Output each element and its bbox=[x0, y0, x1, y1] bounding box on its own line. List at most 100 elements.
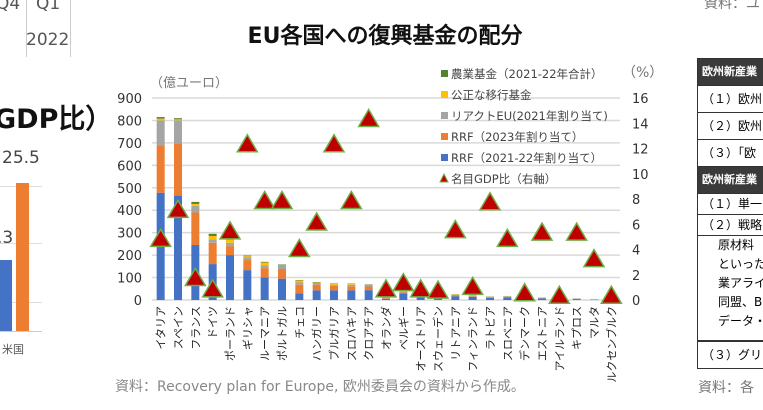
bar-segment bbox=[347, 286, 356, 291]
bar-segment bbox=[191, 212, 200, 246]
category-label: 米国 bbox=[2, 343, 24, 356]
bar-segment bbox=[243, 256, 252, 258]
bar-segment bbox=[278, 278, 286, 300]
bar-segment bbox=[156, 118, 165, 121]
bar-segment bbox=[468, 295, 477, 297]
y-tick-label: 600 bbox=[117, 159, 142, 174]
category-label: クロアチア bbox=[363, 306, 376, 361]
gdp-ratio-marker bbox=[565, 221, 588, 241]
y2-tick-label: 2 bbox=[632, 269, 640, 284]
body-line: といった bbox=[718, 257, 763, 271]
left-chart-heading: GDP比） bbox=[0, 104, 113, 135]
y-tick-label: 100 bbox=[117, 272, 142, 287]
category-label: ルーマニア bbox=[259, 306, 272, 361]
gdp-ratio-marker bbox=[236, 133, 259, 153]
gdp-ratio-marker bbox=[374, 278, 398, 298]
legend-label: 名目GDP比（右軸） bbox=[451, 172, 556, 186]
bar-segment bbox=[399, 291, 408, 293]
gdp-ratio-marker bbox=[305, 211, 328, 231]
bar-segment bbox=[312, 282, 321, 285]
table-body: 原材料 といった 業アライ 同盟、B データ・ bbox=[698, 236, 763, 342]
category-label: スロバキア bbox=[345, 306, 358, 361]
bar-segment bbox=[278, 265, 286, 270]
y2-axis-unit: （%） bbox=[622, 65, 664, 81]
y-tick-label: 400 bbox=[117, 204, 142, 219]
gdp-ratio-marker bbox=[478, 191, 502, 211]
table-row: （１）欧州 bbox=[698, 86, 763, 113]
table-row: （３）グリ bbox=[702, 348, 763, 362]
category-label: オランダ bbox=[379, 306, 393, 350]
gdp-ratio-marker bbox=[409, 278, 432, 298]
bar-segment bbox=[295, 293, 304, 300]
legend-label: RRF（2023年割り当て） bbox=[451, 130, 583, 144]
y-axis-unit: （億ユーロ） bbox=[150, 76, 229, 91]
bar-segment bbox=[312, 284, 321, 291]
gdp-ratio-marker bbox=[149, 227, 172, 248]
bar-segment bbox=[226, 255, 234, 300]
bar-segment bbox=[191, 201, 200, 204]
y-tick-label: 800 bbox=[117, 114, 142, 129]
category-label: ポーランド bbox=[224, 306, 237, 361]
category-label: スウェーデン bbox=[431, 306, 445, 372]
bar-segment bbox=[330, 283, 338, 285]
gdp-ratio-marker bbox=[530, 221, 554, 241]
category-label: ルクセンブルク bbox=[604, 306, 618, 383]
bar-segment bbox=[208, 239, 217, 243]
axis-line bbox=[0, 331, 42, 332]
bar-segment bbox=[330, 284, 338, 286]
bar-segment bbox=[347, 284, 356, 285]
legend-swatch bbox=[441, 133, 448, 140]
gdp-ratio-marker bbox=[184, 267, 207, 287]
bar-segment bbox=[451, 295, 460, 297]
bar-segment bbox=[278, 264, 286, 266]
bar-segment bbox=[330, 285, 338, 291]
bar-segment bbox=[226, 239, 234, 243]
bar-segment bbox=[191, 205, 200, 213]
value-label: 25.5 bbox=[2, 148, 40, 168]
bar-segment bbox=[191, 203, 200, 206]
category-label: イタリア bbox=[155, 306, 168, 350]
y-tick-label: 500 bbox=[117, 182, 142, 197]
bar-segment bbox=[260, 277, 269, 300]
gdp-ratio-marker bbox=[496, 227, 519, 248]
gdp-ratio-marker bbox=[340, 190, 363, 210]
bar-segment bbox=[208, 242, 217, 265]
bar-segment bbox=[243, 270, 252, 300]
bar-segment bbox=[226, 242, 234, 247]
legend-label: 農業基金（2021-22年合計） bbox=[451, 67, 603, 81]
category-label: ラトビア bbox=[484, 306, 497, 350]
bar-segment bbox=[364, 290, 373, 300]
gdp-ratio-marker bbox=[444, 219, 467, 239]
chart-title: EU各国への復興基金の配分 bbox=[247, 24, 523, 49]
category-label: エストニア bbox=[536, 306, 549, 361]
bar-orange bbox=[16, 183, 29, 331]
category-label: ポルトガル bbox=[276, 306, 289, 361]
right-source-top: 資料：ユ bbox=[704, 0, 760, 12]
category-label: オーストリア bbox=[415, 306, 428, 371]
y-tick-label: 700 bbox=[117, 137, 142, 152]
legend-triangle-icon bbox=[439, 172, 449, 183]
category-label: フランス bbox=[189, 306, 202, 350]
body-line: 同盟、B bbox=[718, 295, 763, 309]
bar-segment bbox=[174, 144, 182, 196]
bar-segment bbox=[399, 292, 408, 294]
gdp-ratio-marker bbox=[461, 275, 484, 296]
gdp-ratio-marker bbox=[513, 282, 536, 302]
gdp-ratio-marker bbox=[253, 190, 276, 210]
bar-segment bbox=[295, 284, 304, 294]
y2-tick-label: 8 bbox=[632, 193, 640, 208]
legend-label: リアクトEU(2021年割り当て) bbox=[451, 109, 608, 123]
bar-segment bbox=[538, 298, 546, 300]
y-tick-label: 200 bbox=[117, 249, 142, 264]
bar-segment bbox=[156, 117, 165, 119]
legend-label: 公正な移行基金 bbox=[451, 88, 532, 102]
legend-label: RRF（2021-22年割り当て） bbox=[451, 151, 602, 165]
table-header: 欧州新産業 bbox=[698, 59, 763, 86]
y2-tick-label: 4 bbox=[632, 244, 640, 259]
bar-segment bbox=[260, 268, 269, 278]
bar-segment bbox=[174, 118, 182, 120]
bar-segment bbox=[174, 120, 182, 145]
bar-blue bbox=[0, 260, 12, 331]
gdp-ratio-marker bbox=[548, 284, 571, 304]
